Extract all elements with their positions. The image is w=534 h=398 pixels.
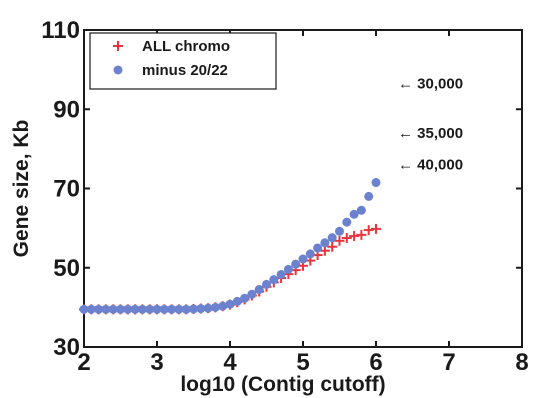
point-minus-20-22 xyxy=(189,304,198,314)
point-minus-20-22 xyxy=(225,299,235,309)
point-minus-20-22 xyxy=(335,226,344,236)
point-minus-20-22 xyxy=(130,304,140,314)
x-tick-label: 8 xyxy=(515,349,528,376)
annotation-label: ← 40,000 xyxy=(398,157,463,174)
point-minus-20-22 xyxy=(137,304,147,314)
point-minus-20-22 xyxy=(123,304,133,314)
data-marks xyxy=(79,178,381,315)
point-all-chromo xyxy=(356,229,367,240)
point-all-chromo xyxy=(363,225,374,236)
y-axis-label: Gene size, Kb xyxy=(10,120,33,258)
point-all-chromo xyxy=(334,235,345,246)
point-all-chromo xyxy=(341,233,352,244)
point-minus-20-22 xyxy=(79,304,89,314)
point-minus-20-22 xyxy=(371,178,381,188)
point-all-chromo xyxy=(371,223,381,234)
annotations: ← 30,000 ← 35,000 ← 40,000 xyxy=(398,75,463,173)
point-minus-20-22 xyxy=(298,254,308,264)
x-tick-label: 2 xyxy=(77,349,90,376)
y-tick-label: 30 xyxy=(53,334,80,361)
point-minus-20-22 xyxy=(269,275,279,285)
x-tick-label: 5 xyxy=(296,349,309,376)
legend: ALL chromo minus 20/22 xyxy=(89,32,277,90)
point-all-chromo xyxy=(349,231,360,242)
point-minus-20-22 xyxy=(210,302,220,312)
point-minus-20-22 xyxy=(101,304,111,314)
legend-box xyxy=(89,32,277,90)
point-all-chromo xyxy=(319,245,330,256)
point-minus-20-22 xyxy=(254,285,264,295)
point-minus-20-22 xyxy=(247,289,257,299)
point-minus-20-22 xyxy=(181,304,191,314)
y-tick-label: 110 xyxy=(41,17,80,44)
y-tick-label: 50 xyxy=(53,255,80,282)
point-minus-20-22 xyxy=(232,296,242,306)
annotation-label: ← 35,000 xyxy=(398,125,463,142)
point-minus-20-22 xyxy=(349,209,359,219)
point-minus-20-22 xyxy=(203,303,213,313)
point-minus-20-22 xyxy=(108,304,118,314)
point-minus-20-22 xyxy=(305,249,315,259)
point-minus-20-22 xyxy=(145,304,155,314)
point-minus-20-22 xyxy=(364,191,374,201)
point-all-chromo xyxy=(327,241,338,252)
point-minus-20-22 xyxy=(262,279,271,289)
x-tick-label: 6 xyxy=(369,349,382,376)
x-axis-label: log10 (Contig cutoff) xyxy=(180,373,385,396)
point-minus-20-22 xyxy=(94,304,104,314)
axes: 2 3 4 5 6 7 8 30 50 70 90 110 log10 (Contig cutoff) G… xyxy=(10,17,529,396)
x-tick-label: 4 xyxy=(223,349,237,376)
x-tick-label: 7 xyxy=(442,349,455,376)
point-minus-20-22 xyxy=(86,304,96,314)
point-minus-20-22 xyxy=(218,301,228,311)
point-minus-20-22 xyxy=(174,304,184,314)
point-minus-20-22 xyxy=(116,304,125,314)
x-tick-label: 3 xyxy=(150,349,163,376)
point-minus-20-22 xyxy=(159,304,169,314)
point-minus-20-22 xyxy=(240,293,250,303)
point-minus-20-22 xyxy=(167,304,177,314)
legend-marker-circle xyxy=(113,65,123,75)
point-minus-20-22 xyxy=(327,233,337,243)
point-minus-20-22 xyxy=(283,264,293,274)
point-minus-20-22 xyxy=(152,304,162,314)
y-tick-label: 70 xyxy=(53,176,80,203)
annotation-label: ← 30,000 xyxy=(398,75,463,92)
point-minus-20-22 xyxy=(313,243,323,253)
point-minus-20-22 xyxy=(356,205,366,215)
y-tick-label: 90 xyxy=(53,96,80,123)
point-minus-20-22 xyxy=(196,304,206,314)
legend-label: ALL chromo xyxy=(142,38,230,55)
point-minus-20-22 xyxy=(276,269,286,279)
point-minus-20-22 xyxy=(291,259,301,269)
point-minus-20-22 xyxy=(320,238,330,248)
point-minus-20-22 xyxy=(342,217,352,227)
legend-label: minus 20/22 xyxy=(142,62,228,79)
